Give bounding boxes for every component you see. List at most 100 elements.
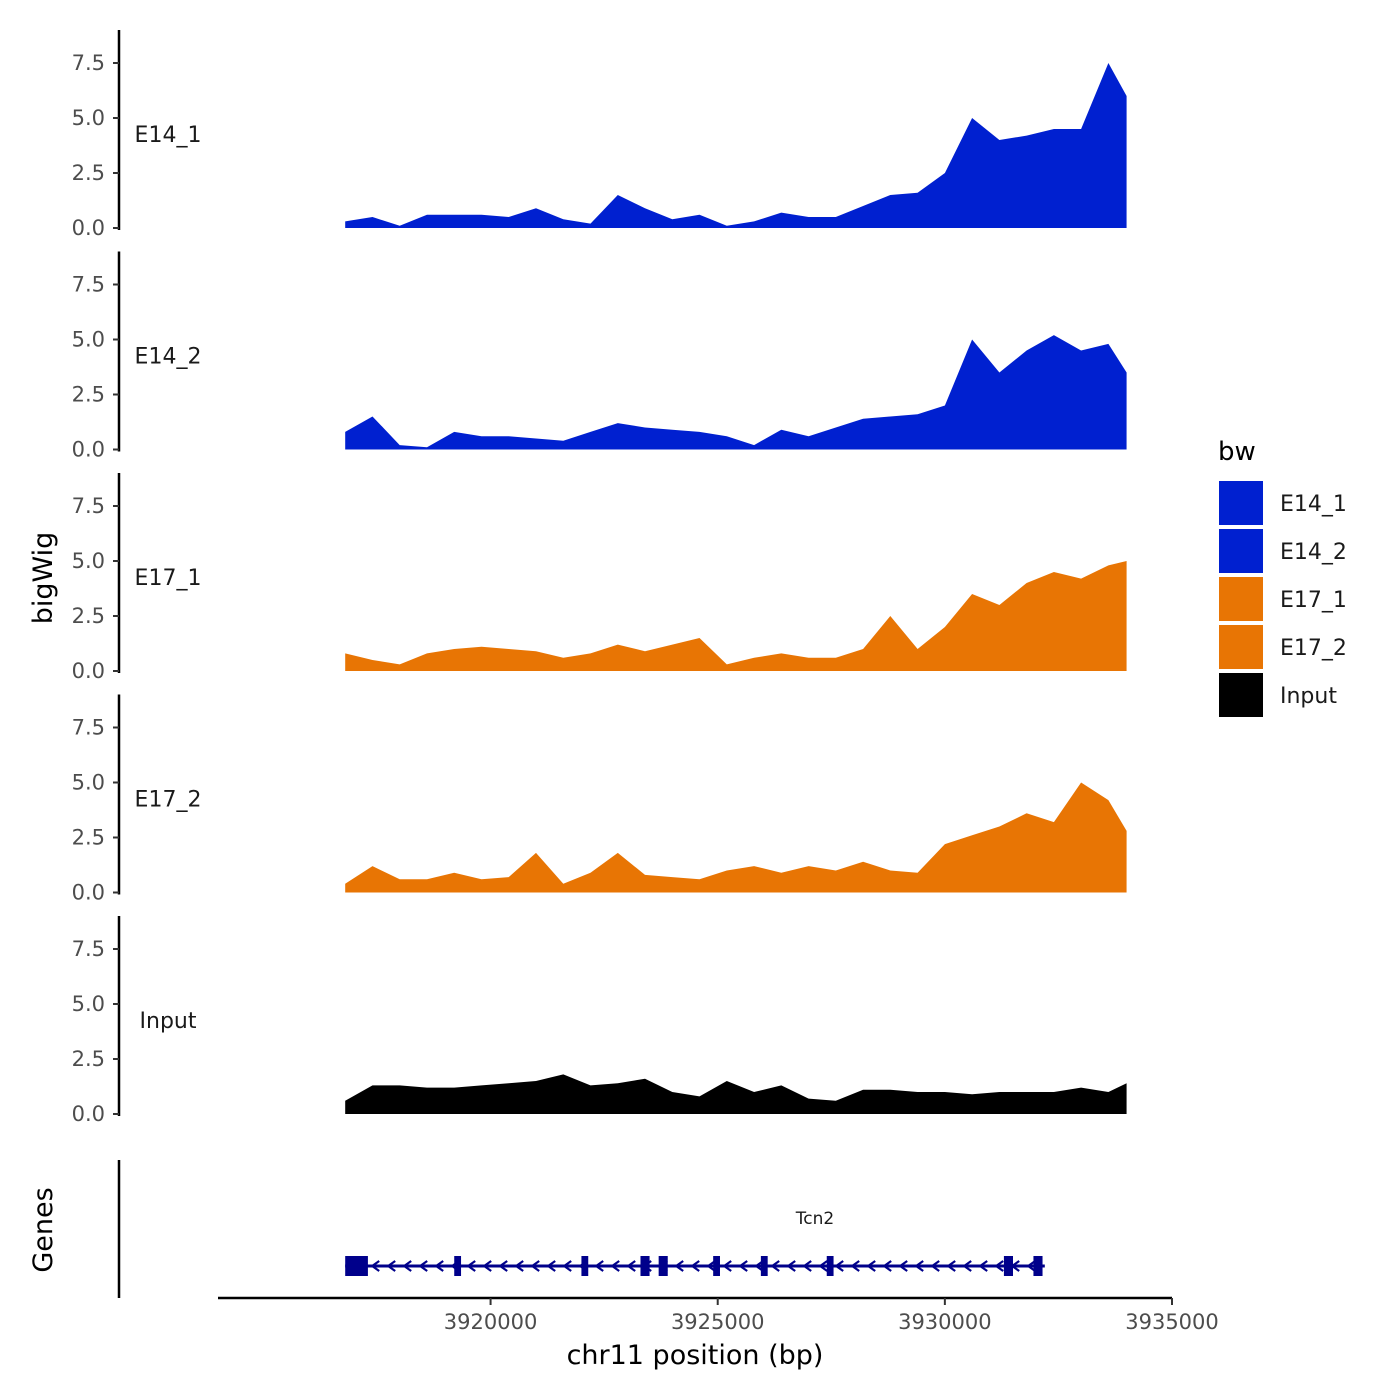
y-tick-label: 2.5	[72, 1047, 105, 1071]
x-tick-label: 3920000	[444, 1310, 538, 1334]
x-tick-label: 3925000	[671, 1310, 765, 1334]
strand-arrow	[546, 1260, 556, 1272]
exon-block	[1033, 1256, 1043, 1276]
strand-arrow	[386, 1260, 396, 1272]
y-tick-label: 7.5	[72, 716, 105, 740]
track-label: E17_1	[135, 566, 202, 591]
strand-arrow	[402, 1260, 412, 1272]
y-tick-label: 0.0	[72, 881, 105, 905]
strand-arrow	[978, 1260, 988, 1272]
track-E17_2: 0.0 2.5 5.0 7.5 E17_2	[72, 694, 1127, 905]
area-E17_2	[345, 782, 1127, 893]
track-E17_1: 0.0 2.5 5.0 7.5 E17_1	[72, 473, 1127, 683]
legend-swatch-E14_2	[1217, 527, 1265, 575]
strand-arrow	[754, 1260, 764, 1272]
strand-arrow	[946, 1260, 956, 1272]
gene-track: Tcn2	[117, 1160, 1045, 1298]
legend-swatch-E17_2	[1217, 623, 1265, 671]
legend-swatch-E14_1	[1217, 479, 1265, 527]
y-tick-label: 2.5	[72, 161, 105, 185]
strand-arrow	[498, 1260, 508, 1272]
y-axis-title: bigWig	[28, 532, 59, 625]
strand-arrow	[802, 1260, 812, 1272]
strand-arrow	[1026, 1260, 1036, 1272]
strand-arrow	[930, 1260, 940, 1272]
strand-arrow	[530, 1260, 540, 1272]
strand-arrow	[626, 1260, 636, 1272]
y-tick-label: 5.0	[72, 549, 105, 573]
track-Input: 0.0 2.5 5.0 7.5 Input	[72, 916, 1127, 1126]
y-tick-label: 5.0	[72, 992, 105, 1016]
strand-arrow	[706, 1260, 716, 1272]
legend-label: E17_2	[1280, 636, 1347, 661]
legend-title: bw	[1218, 437, 1256, 467]
strand-arrow	[850, 1260, 860, 1272]
area-Input	[345, 1074, 1127, 1114]
track-label: E14_2	[135, 345, 202, 370]
y-tick-label: 7.5	[72, 494, 105, 518]
track-label: E17_2	[135, 788, 202, 813]
legend-label: E14_2	[1280, 540, 1347, 565]
bigwig-tracks: 0.0 2.5 5.0 7.5 E14_1 0.0 2.5 5.0 7.5 E14_2 0.0 2.5…	[72, 30, 1127, 1126]
strand-arrow	[770, 1260, 780, 1272]
strand-arrow	[466, 1260, 476, 1272]
legend-swatch-Input	[1217, 671, 1265, 719]
y-tick-label: 5.0	[72, 328, 105, 352]
y-tick-label: 0.0	[72, 216, 105, 240]
x-axis: 3920000 3925000 3930000 3935000	[218, 1296, 1219, 1334]
y-tick-label: 2.5	[72, 826, 105, 850]
y-tick-label: 7.5	[72, 273, 105, 297]
legend: bw E14_1 E14_2 E17_1 E17_2 Input	[1217, 437, 1347, 719]
strand-arrow	[722, 1260, 732, 1272]
strand-arrow	[914, 1260, 924, 1272]
strand-arrow	[610, 1260, 620, 1272]
y-tick-label: 2.5	[72, 383, 105, 407]
strand-arrow	[882, 1260, 892, 1272]
strand-arrow	[434, 1260, 444, 1272]
track-E14_1: 0.0 2.5 5.0 7.5 E14_1	[72, 30, 1127, 240]
strand-arrow	[994, 1260, 1004, 1272]
y-tick-label: 2.5	[72, 604, 105, 628]
x-tick-label: 3935000	[1125, 1310, 1219, 1334]
strand-arrow	[962, 1260, 972, 1272]
y-tick-label: 0.0	[72, 1102, 105, 1126]
y-tick-label: 7.5	[72, 937, 105, 961]
area-E17_1	[345, 561, 1127, 671]
exon-block	[581, 1256, 589, 1276]
gene-Tcn2: Tcn2	[345, 1209, 1045, 1276]
x-tick-label: 3930000	[898, 1310, 992, 1334]
x-axis-title: chr11 position (bp)	[567, 1340, 824, 1371]
exon-block	[1003, 1256, 1013, 1276]
strand-arrow	[690, 1260, 700, 1272]
strand-arrow	[594, 1260, 604, 1272]
y-tick-label: 5.0	[72, 106, 105, 130]
exon-block	[826, 1256, 834, 1276]
y-tick-label: 7.5	[72, 51, 105, 75]
strand-arrow	[418, 1260, 428, 1272]
gene-label: Tcn2	[795, 1209, 834, 1229]
y-tick-label: 0.0	[72, 659, 105, 683]
exon-block	[345, 1256, 368, 1276]
area-E14_1	[345, 63, 1127, 228]
legend-label: Input	[1280, 684, 1337, 709]
strand-arrow	[786, 1260, 796, 1272]
y-tick-label: 0.0	[72, 438, 105, 462]
legend-swatch-E17_1	[1217, 575, 1265, 623]
strand-arrow	[674, 1260, 684, 1272]
exon-block	[454, 1256, 462, 1276]
track-label: Input	[140, 1009, 197, 1034]
exon-block	[658, 1256, 668, 1276]
strand-arrow	[898, 1260, 908, 1272]
track-E14_2: 0.0 2.5 5.0 7.5 E14_2	[72, 251, 1127, 462]
gene-panel-title: Genes	[28, 1187, 59, 1272]
exon-block	[760, 1256, 768, 1276]
strand-arrow	[738, 1260, 748, 1272]
strand-arrow	[514, 1260, 524, 1272]
area-E14_2	[345, 335, 1127, 450]
strand-arrow	[818, 1260, 828, 1272]
exon-block	[640, 1256, 650, 1276]
legend-label: E14_1	[1280, 492, 1347, 517]
y-tick-label: 5.0	[72, 771, 105, 795]
strand-arrow	[482, 1260, 492, 1272]
